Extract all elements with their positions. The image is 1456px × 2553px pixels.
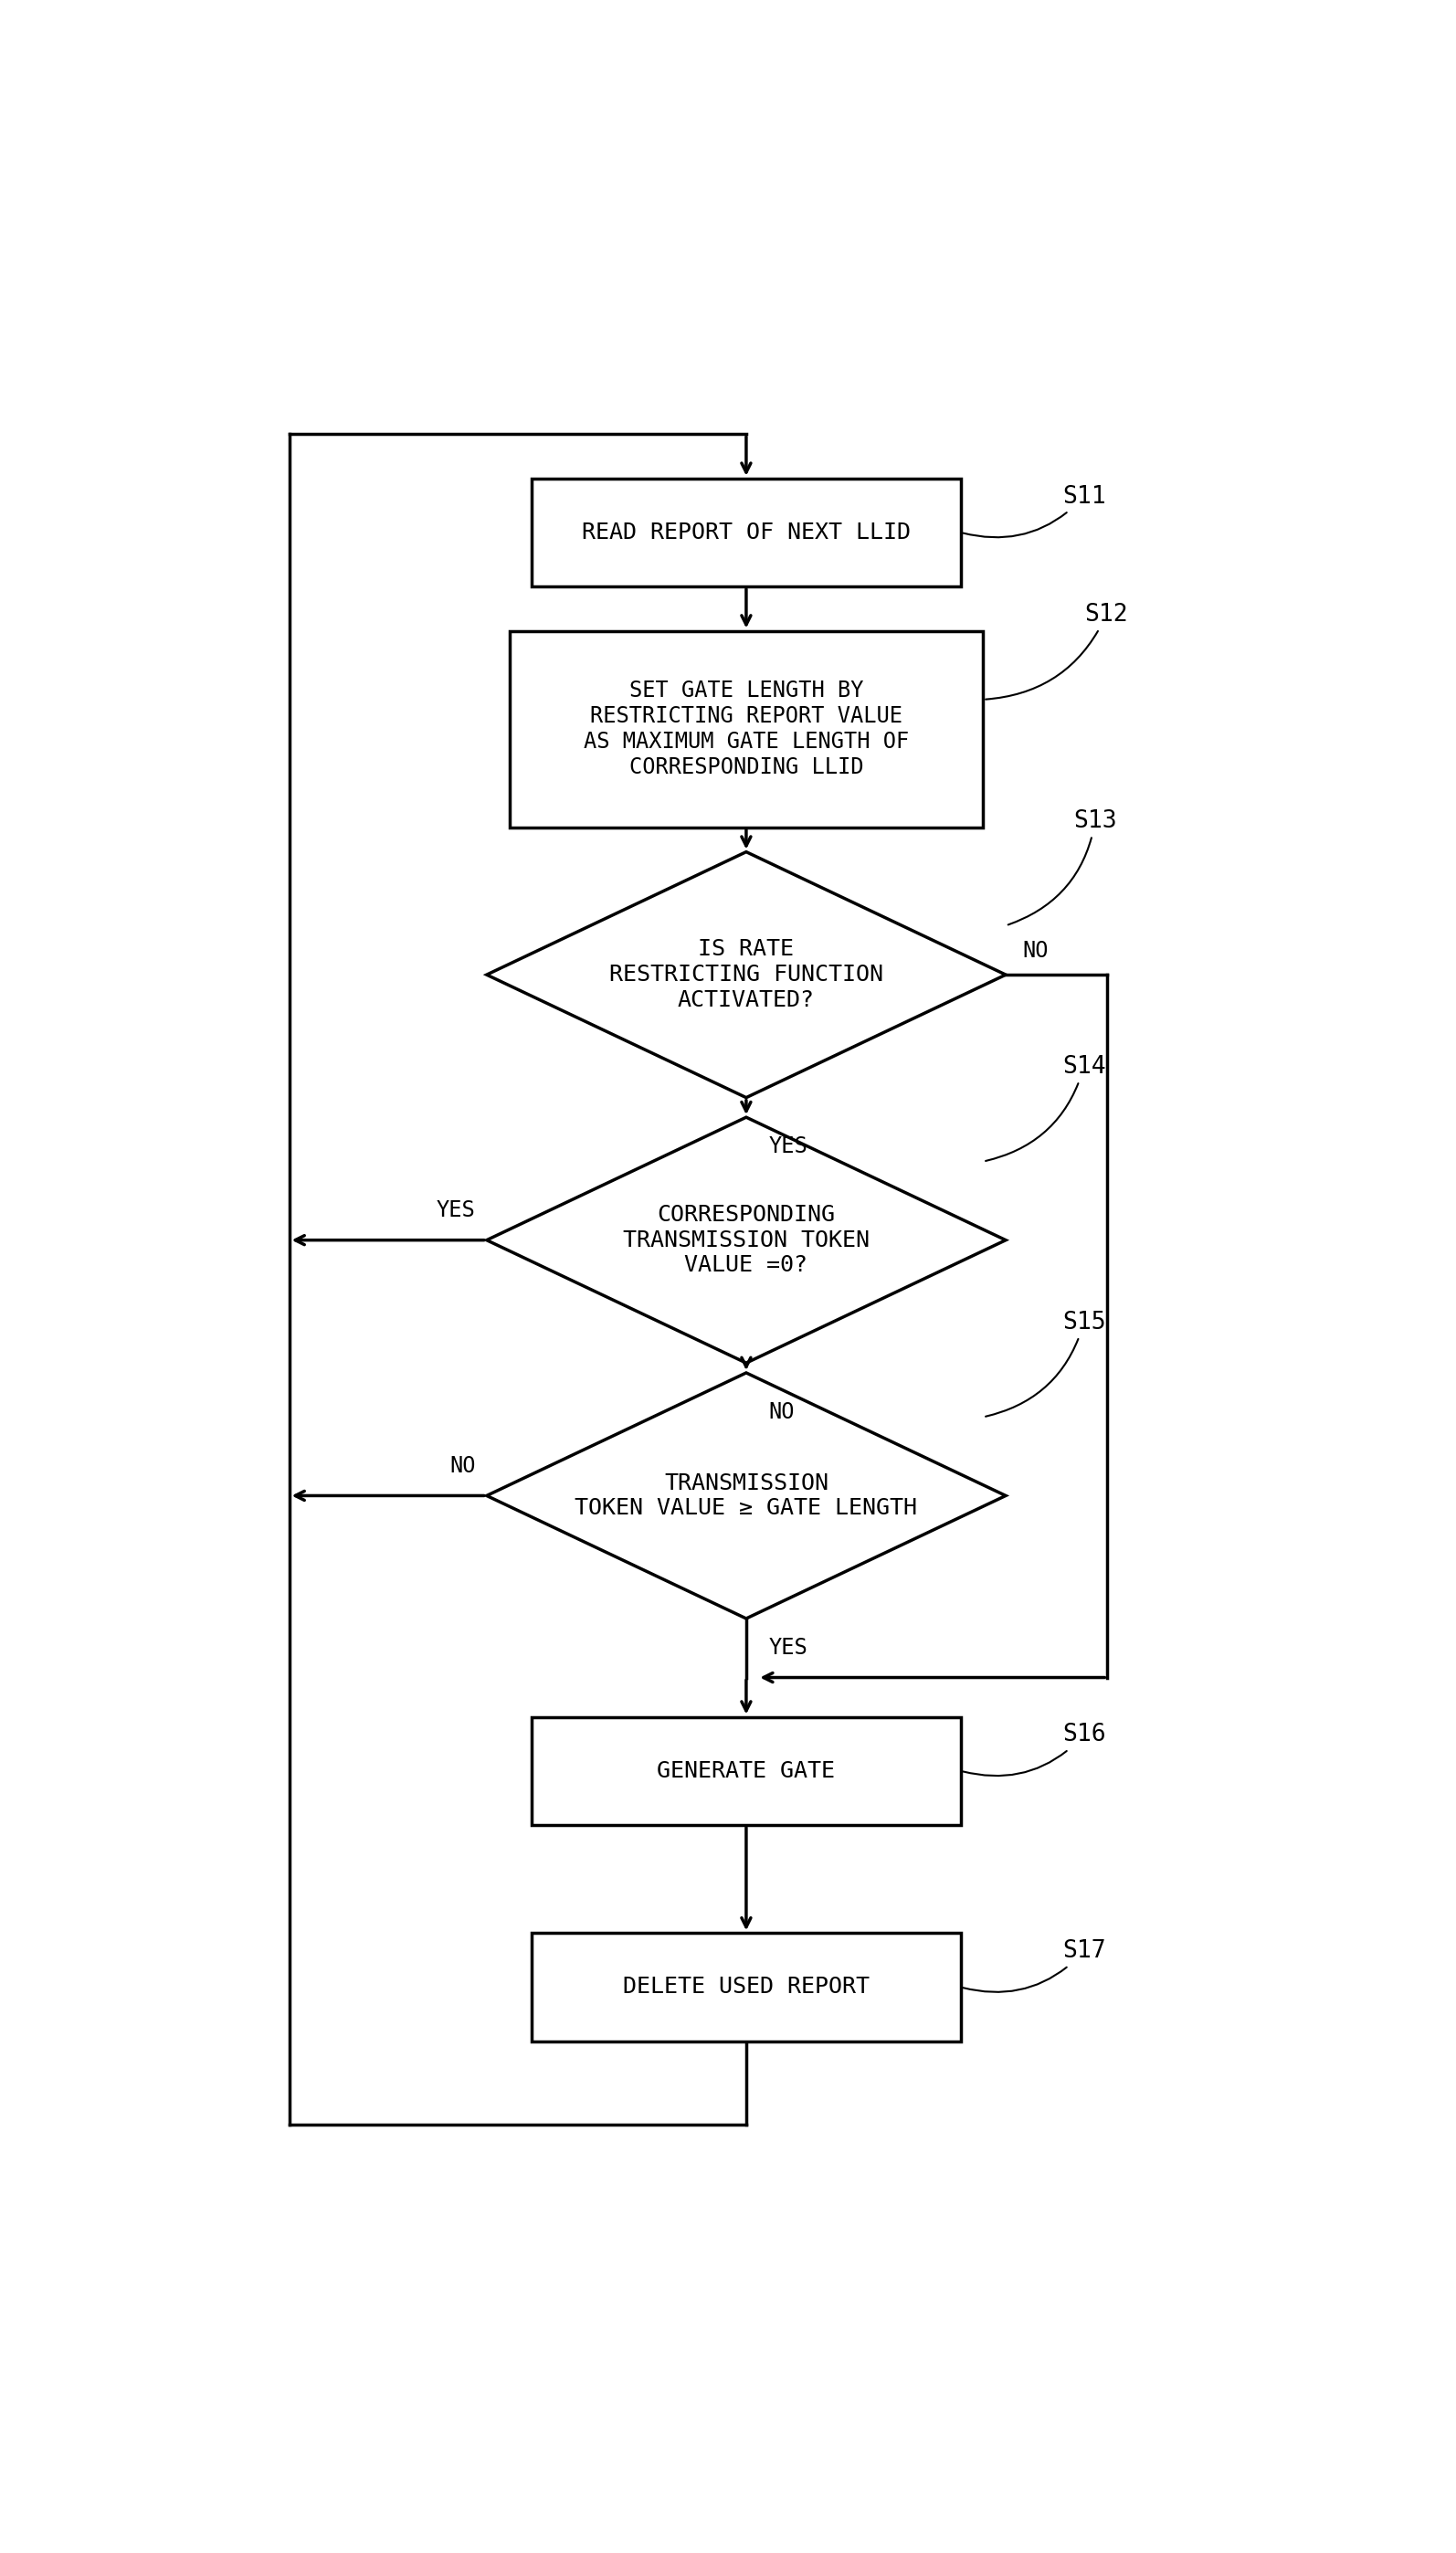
Text: S11: S11 [962,485,1105,536]
Text: S13: S13 [1008,809,1117,924]
Text: S12: S12 [986,603,1128,700]
Text: YES: YES [769,1636,808,1659]
Text: DELETE USED REPORT: DELETE USED REPORT [623,1976,869,1999]
Polygon shape [486,1374,1006,1619]
Text: NO: NO [769,1402,795,1422]
Text: TRANSMISSION
TOKEN VALUE ≥ GATE LENGTH: TRANSMISSION TOKEN VALUE ≥ GATE LENGTH [575,1473,917,1519]
Text: S17: S17 [962,1940,1105,1991]
Text: S14: S14 [986,1054,1105,1162]
Bar [531,1716,961,1825]
Text: GENERATE GATE: GENERATE GATE [657,1759,836,1782]
Text: S15: S15 [986,1310,1105,1417]
Text: NO: NO [450,1455,475,1478]
Text: READ REPORT OF NEXT LLID: READ REPORT OF NEXT LLID [582,521,910,544]
Bar [531,1933,961,2042]
Text: YES: YES [437,1200,475,1220]
Text: SET GATE LENGTH BY
RESTRICTING REPORT VALUE
AS MAXIMUM GATE LENGTH OF
CORRESPOND: SET GATE LENGTH BY RESTRICTING REPORT VA… [584,679,909,779]
Text: S16: S16 [962,1723,1105,1777]
Text: YES: YES [769,1136,808,1157]
Text: CORRESPONDING
TRANSMISSION TOKEN
VALUE =0?: CORRESPONDING TRANSMISSION TOKEN VALUE =… [623,1205,869,1276]
Bar [531,477,961,587]
Text: NO: NO [1022,940,1048,962]
Bar [510,631,983,827]
Text: IS RATE
RESTRICTING FUNCTION
ACTIVATED?: IS RATE RESTRICTING FUNCTION ACTIVATED? [609,940,884,1011]
Polygon shape [486,853,1006,1098]
Polygon shape [486,1118,1006,1363]
